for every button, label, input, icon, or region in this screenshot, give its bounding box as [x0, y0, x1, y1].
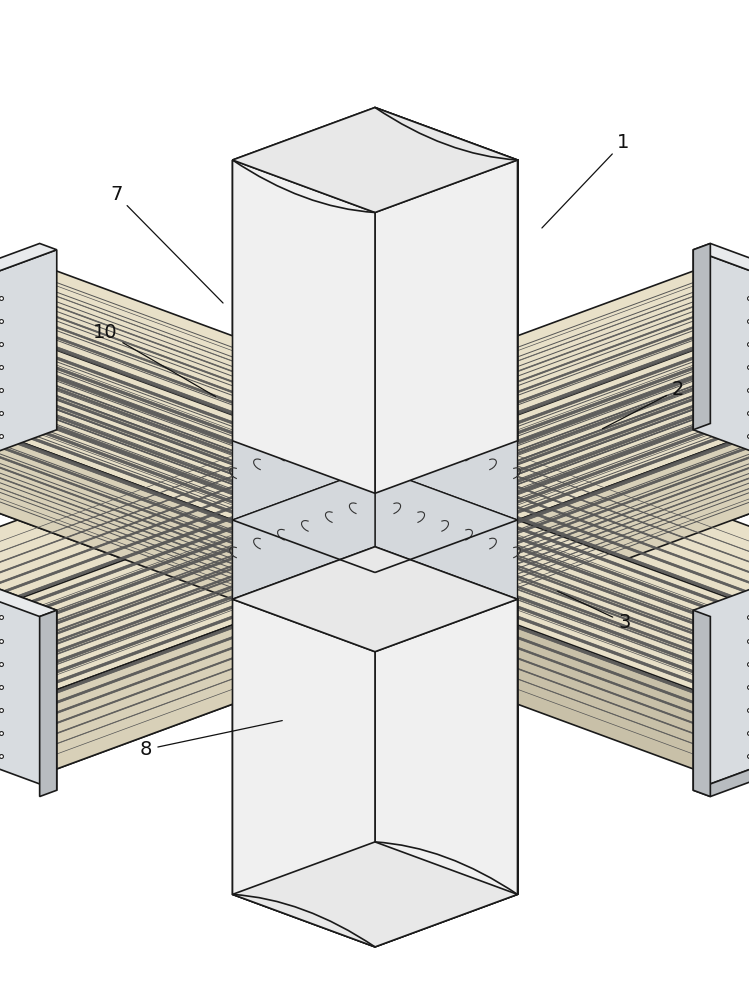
Polygon shape	[375, 520, 518, 572]
Text: 1: 1	[542, 133, 629, 228]
Polygon shape	[232, 520, 375, 572]
Polygon shape	[0, 520, 375, 695]
Polygon shape	[0, 547, 57, 790]
Polygon shape	[232, 520, 375, 572]
Polygon shape	[232, 842, 518, 947]
Polygon shape	[0, 250, 57, 493]
Text: 10: 10	[93, 323, 216, 397]
Polygon shape	[375, 599, 749, 774]
Polygon shape	[694, 250, 749, 493]
Polygon shape	[232, 107, 518, 213]
Polygon shape	[0, 563, 43, 695]
Polygon shape	[375, 388, 518, 520]
Polygon shape	[694, 547, 749, 790]
Polygon shape	[43, 493, 375, 695]
Polygon shape	[232, 547, 518, 652]
Polygon shape	[43, 572, 375, 774]
Polygon shape	[375, 520, 749, 695]
Polygon shape	[375, 599, 518, 947]
Polygon shape	[0, 318, 232, 520]
Polygon shape	[375, 424, 749, 599]
Polygon shape	[232, 107, 518, 213]
Polygon shape	[694, 243, 710, 430]
Polygon shape	[375, 345, 749, 520]
Polygon shape	[375, 345, 749, 520]
Polygon shape	[232, 468, 375, 599]
Polygon shape	[0, 424, 375, 599]
Polygon shape	[0, 520, 375, 695]
Polygon shape	[375, 520, 518, 572]
Text: 8: 8	[140, 721, 282, 759]
Polygon shape	[375, 441, 749, 616]
Text: 2: 2	[602, 380, 685, 429]
Polygon shape	[0, 547, 57, 617]
Polygon shape	[518, 397, 749, 599]
Polygon shape	[0, 345, 375, 520]
Text: 7: 7	[110, 185, 223, 303]
Polygon shape	[0, 599, 375, 774]
Polygon shape	[0, 441, 375, 616]
Polygon shape	[708, 643, 749, 774]
Polygon shape	[232, 160, 375, 493]
Polygon shape	[708, 563, 749, 695]
Polygon shape	[694, 243, 749, 313]
Polygon shape	[232, 160, 375, 493]
Polygon shape	[232, 599, 375, 947]
Polygon shape	[232, 388, 375, 520]
Polygon shape	[40, 610, 57, 797]
Polygon shape	[375, 520, 749, 695]
Polygon shape	[375, 266, 749, 441]
Polygon shape	[0, 397, 232, 599]
Polygon shape	[694, 610, 710, 797]
Polygon shape	[0, 243, 57, 313]
Polygon shape	[0, 345, 375, 520]
Polygon shape	[232, 599, 375, 947]
Polygon shape	[375, 599, 518, 947]
Polygon shape	[0, 643, 43, 774]
Polygon shape	[375, 468, 518, 599]
Polygon shape	[0, 266, 375, 441]
Polygon shape	[694, 727, 749, 797]
Polygon shape	[518, 318, 749, 520]
Polygon shape	[375, 160, 518, 493]
Text: 3: 3	[557, 591, 631, 632]
Polygon shape	[375, 160, 518, 493]
